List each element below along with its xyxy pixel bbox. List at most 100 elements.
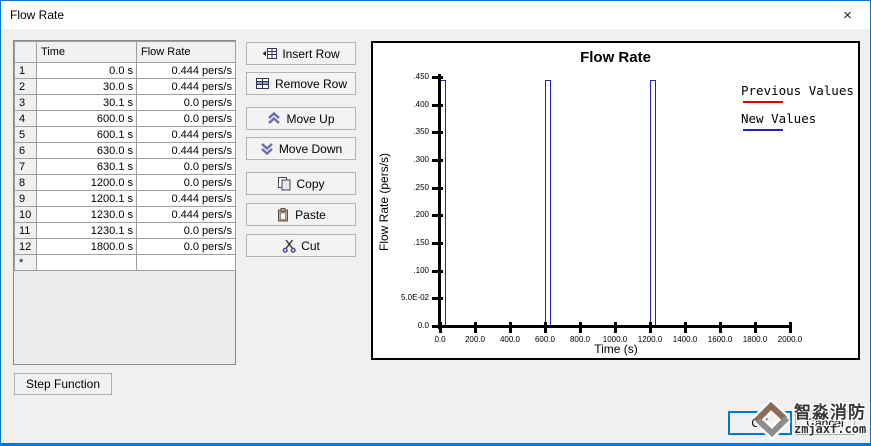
chart-panel: Flow Rate Flow Rate (pers/s) Time (s) 0.… bbox=[371, 41, 860, 360]
legend-label: Previous Values bbox=[741, 83, 854, 98]
row-header-cell[interactable]: 11 bbox=[14, 222, 37, 239]
y-tick-label: 0.0 bbox=[417, 321, 429, 330]
flow-rate-cell[interactable]: 0.444 pers/s bbox=[136, 190, 236, 207]
table-row[interactable]: 1 0.0 s 0.444 pers/s bbox=[14, 62, 236, 79]
x-tick-label: 0.0 bbox=[434, 335, 446, 344]
x-tick-label: 200.0 bbox=[464, 335, 486, 344]
flow-rate-cell[interactable]: 0.444 pers/s bbox=[136, 78, 236, 95]
time-cell[interactable]: 630.0 s bbox=[36, 142, 137, 159]
time-cell[interactable]: 1200.1 s bbox=[36, 190, 137, 207]
flow-rate-cell[interactable]: 0.444 pers/s bbox=[136, 126, 236, 143]
cancel-button[interactable]: Cancel bbox=[795, 411, 855, 435]
remove-row-button[interactable]: Remove Row bbox=[246, 72, 356, 95]
time-cell[interactable]: 1230.1 s bbox=[36, 222, 137, 239]
series-segment bbox=[550, 80, 551, 326]
flow-rate-cell[interactable]: 0.444 pers/s bbox=[136, 206, 236, 223]
flow-rate-cell[interactable]: 0.444 pers/s bbox=[136, 142, 236, 159]
column-header-time[interactable]: Time bbox=[36, 41, 137, 63]
row-header-cell[interactable]: 8 bbox=[14, 174, 37, 191]
watermark-title: 智淼消防 bbox=[794, 403, 866, 422]
table-row[interactable]: 4 600.0 s 0.0 pers/s bbox=[14, 110, 236, 127]
insert-row-button[interactable]: Insert Row bbox=[246, 42, 356, 65]
flow-rate-cell[interactable]: 0.0 pers/s bbox=[136, 222, 236, 239]
copy-label: Copy bbox=[296, 176, 325, 191]
flow-rate-cell[interactable]: 0.444 pers/s bbox=[136, 62, 236, 79]
time-cell[interactable]: 30.0 s bbox=[36, 78, 137, 95]
x-tick-label: 600.0 bbox=[534, 335, 556, 344]
move-down-button[interactable]: Move Down bbox=[246, 137, 356, 160]
y-axis-line bbox=[438, 74, 441, 329]
row-header-cell[interactable]: 3 bbox=[14, 94, 37, 111]
legend-line-sample bbox=[743, 101, 783, 103]
row-header-cell[interactable]: 12 bbox=[14, 238, 37, 255]
paste-label: Paste bbox=[295, 207, 326, 222]
watermark-logo-icon bbox=[749, 398, 793, 443]
cut-button[interactable]: Cut bbox=[246, 234, 356, 257]
paste-button[interactable]: Paste bbox=[246, 203, 356, 226]
table-row[interactable]: 6 630.0 s 0.444 pers/s bbox=[14, 142, 236, 159]
table-row[interactable]: 2 30.0 s 0.444 pers/s bbox=[14, 78, 236, 95]
row-header-cell[interactable]: 9 bbox=[14, 190, 37, 207]
y-tick-label: .250 bbox=[413, 183, 429, 192]
time-cell[interactable]: 1800.0 s bbox=[36, 238, 137, 255]
time-cell[interactable] bbox=[36, 254, 137, 271]
x-tick-label: 2000.0 bbox=[777, 335, 803, 344]
table-row[interactable]: 5 600.1 s 0.444 pers/s bbox=[14, 126, 236, 143]
cut-icon bbox=[282, 239, 296, 253]
flow-rate-cell[interactable]: 0.0 pers/s bbox=[136, 94, 236, 111]
time-cell[interactable]: 600.1 s bbox=[36, 126, 137, 143]
y-axis-tick bbox=[432, 104, 443, 107]
remove-row-label: Remove Row bbox=[274, 76, 348, 91]
flow-rate-cell[interactable]: 0.0 pers/s bbox=[136, 158, 236, 175]
titlebar: Flow Rate × bbox=[1, 1, 870, 29]
series-segment bbox=[440, 80, 445, 81]
table-row[interactable]: 8 1200.0 s 0.0 pers/s bbox=[14, 174, 236, 191]
copy-button[interactable]: Copy bbox=[246, 172, 356, 195]
y-axis-tick bbox=[432, 270, 443, 273]
x-tick-label: 1400.0 bbox=[672, 335, 698, 344]
flow-rate-cell[interactable] bbox=[136, 254, 236, 271]
time-cell[interactable]: 630.1 s bbox=[36, 158, 137, 175]
data-grid[interactable]: Time Flow Rate 1 0.0 s 0.444 pers/s 2 30.0 s… bbox=[14, 41, 236, 271]
x-tick-label: 1800.0 bbox=[742, 335, 768, 344]
row-header-cell[interactable]: 5 bbox=[14, 126, 37, 143]
table-header-row: Time Flow Rate bbox=[14, 41, 236, 63]
time-cell[interactable]: 1230.0 s bbox=[36, 206, 137, 223]
row-header-cell[interactable]: * bbox=[14, 254, 37, 271]
move-up-label: Move Up bbox=[286, 111, 335, 126]
row-header-cell[interactable]: 7 bbox=[14, 158, 37, 175]
table-row[interactable]: 3 30.1 s 0.0 pers/s bbox=[14, 94, 236, 111]
table-row[interactable]: 10 1230.0 s 0.444 pers/s bbox=[14, 206, 236, 223]
remove-row-icon bbox=[255, 77, 270, 90]
y-tick-label: .350 bbox=[413, 127, 429, 136]
row-header-cell[interactable]: 1 bbox=[14, 62, 37, 79]
table-row[interactable]: * bbox=[14, 254, 236, 271]
step-function-button[interactable]: Step Function bbox=[14, 373, 112, 395]
copy-icon bbox=[277, 176, 291, 191]
y-tick-label: .400 bbox=[413, 100, 429, 109]
row-header-cell[interactable]: 10 bbox=[14, 206, 37, 223]
table-row[interactable]: 7 630.1 s 0.0 pers/s bbox=[14, 158, 236, 175]
flow-rate-cell[interactable]: 0.0 pers/s bbox=[136, 174, 236, 191]
row-header-cell[interactable]: 4 bbox=[14, 110, 37, 127]
table-row[interactable]: 12 1800.0 s 0.0 pers/s bbox=[14, 238, 236, 255]
table-row[interactable]: 9 1200.1 s 0.444 pers/s bbox=[14, 190, 236, 207]
row-header-cell[interactable]: 2 bbox=[14, 78, 37, 95]
cut-label: Cut bbox=[301, 238, 320, 253]
time-cell[interactable]: 1200.0 s bbox=[36, 174, 137, 191]
chart-title: Flow Rate bbox=[580, 49, 651, 66]
time-cell[interactable]: 600.0 s bbox=[36, 110, 137, 127]
move-up-button[interactable]: Move Up bbox=[246, 107, 356, 130]
close-button[interactable]: × bbox=[825, 1, 870, 29]
row-header-cell[interactable]: 6 bbox=[14, 142, 37, 159]
time-cell[interactable]: 0.0 s bbox=[36, 62, 137, 79]
series-segment bbox=[545, 80, 546, 326]
column-header-flow-rate[interactable]: Flow Rate bbox=[136, 41, 236, 63]
move-down-icon bbox=[260, 142, 274, 155]
table-row[interactable]: 11 1230.1 s 0.0 pers/s bbox=[14, 222, 236, 239]
y-axis-tick bbox=[432, 242, 443, 245]
time-cell[interactable]: 30.1 s bbox=[36, 94, 137, 111]
flow-rate-cell[interactable]: 0.0 pers/s bbox=[136, 110, 236, 127]
flow-rate-cell[interactable]: 0.0 pers/s bbox=[136, 238, 236, 255]
y-tick-label: .300 bbox=[413, 155, 429, 164]
